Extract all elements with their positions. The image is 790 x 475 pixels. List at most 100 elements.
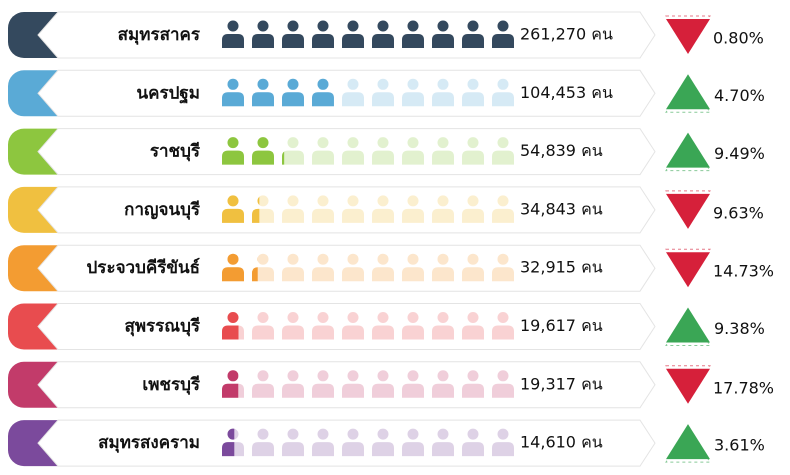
person-bg — [492, 442, 514, 457]
person-fill — [282, 20, 304, 48]
person-bg — [467, 312, 479, 323]
person-bg — [372, 150, 394, 165]
person-icon — [282, 370, 304, 398]
person-icon — [492, 370, 514, 398]
change-label: 4.70% — [714, 86, 765, 105]
person-bg — [437, 78, 449, 90]
person-fill — [252, 20, 274, 48]
person-icon — [342, 370, 364, 398]
person-icon — [492, 20, 514, 48]
change-arrow-outline — [665, 426, 711, 463]
row: ราชบุรี 54,839 คน 9.49% — [8, 128, 765, 176]
row-pill — [37, 244, 656, 292]
person-body — [222, 383, 239, 398]
person-icon — [372, 137, 394, 165]
person-fill — [402, 20, 424, 48]
person-icon — [462, 78, 484, 107]
row-pill — [37, 361, 656, 409]
person-icon — [402, 428, 424, 457]
person-bg — [462, 208, 484, 223]
person-icon — [402, 195, 424, 223]
change-arrow — [666, 74, 710, 110]
person-bg — [347, 137, 359, 149]
person-icon — [222, 78, 244, 107]
person-bg — [402, 383, 424, 398]
person-head — [407, 20, 419, 32]
person-bg — [282, 383, 304, 398]
category-label: กาญจนบุรี — [124, 199, 201, 220]
person-fill — [222, 137, 244, 165]
person-bg — [282, 442, 304, 457]
person-bg — [342, 150, 364, 165]
person-bg — [317, 370, 329, 382]
person-bg — [407, 78, 419, 90]
person-fill — [312, 20, 334, 48]
person-icon — [492, 428, 514, 457]
change-label: 9.63% — [713, 203, 764, 222]
person-fill — [462, 20, 484, 48]
person-icon — [282, 78, 304, 107]
person-head — [227, 253, 239, 265]
person-bg — [372, 92, 394, 107]
person-body — [282, 151, 285, 165]
person-bg — [252, 442, 274, 457]
person-bg — [492, 383, 514, 398]
person-icon — [222, 428, 244, 457]
person-head — [437, 20, 449, 32]
person-bg — [407, 195, 419, 207]
person-bg — [287, 312, 299, 323]
person-body — [432, 34, 454, 48]
person-icon — [222, 312, 244, 340]
person-bg — [407, 253, 419, 265]
person-bg — [342, 267, 364, 282]
change-arrow-outline — [665, 134, 711, 172]
person-bg — [432, 267, 454, 282]
person-icon — [372, 253, 394, 282]
person-icon — [222, 137, 244, 165]
person-icon — [312, 312, 334, 340]
person-bg — [312, 150, 334, 165]
person-bg — [492, 92, 514, 107]
person-icon — [312, 428, 334, 457]
category-label: สุพรรณบุรี — [124, 316, 200, 337]
row: ประจวบคีรีขันธ์ 32,915 คน 14.73% — [8, 244, 774, 292]
person-bg — [437, 137, 449, 149]
person-fill — [222, 253, 244, 282]
person-bg — [437, 428, 449, 440]
person-icon — [462, 370, 484, 398]
person-bg — [402, 92, 424, 107]
person-bg — [377, 312, 389, 323]
change-arrow — [666, 132, 710, 168]
person-bg — [372, 208, 394, 223]
person-head — [287, 78, 299, 90]
person-bg — [312, 208, 334, 223]
person-bg — [497, 428, 509, 440]
person-bg — [432, 325, 454, 340]
person-bg — [347, 370, 359, 382]
person-head — [227, 195, 239, 207]
value-label: 14,610 คน — [520, 433, 603, 452]
row-pill — [37, 303, 656, 350]
person-body — [282, 34, 304, 48]
person-icon — [282, 195, 304, 223]
person-bg — [347, 428, 359, 440]
person-bg — [492, 150, 514, 165]
person-bg — [437, 253, 449, 265]
row: นครปฐม 104,453 คน 4.70% — [8, 69, 765, 117]
value-label: 19,317 คน — [520, 374, 603, 393]
person-bg — [312, 325, 334, 340]
value-label: 54,839 คน — [520, 141, 603, 160]
person-fill — [222, 20, 244, 48]
person-fill — [252, 78, 274, 107]
person-head — [317, 78, 329, 90]
person-bg — [432, 208, 454, 223]
person-bg — [347, 312, 359, 323]
person-bg — [257, 253, 269, 265]
person-bg — [282, 325, 304, 340]
person-bg — [492, 208, 514, 223]
change-arrow — [666, 252, 710, 288]
person-bg — [467, 195, 479, 207]
person-body — [222, 34, 244, 48]
person-bg — [402, 208, 424, 223]
